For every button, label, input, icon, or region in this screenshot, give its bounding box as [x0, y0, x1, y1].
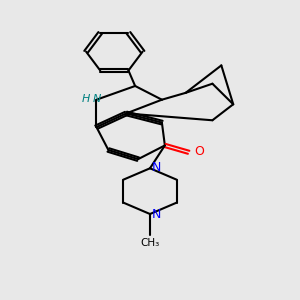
Text: N: N: [152, 160, 161, 174]
Text: N: N: [92, 94, 101, 103]
Text: H: H: [82, 94, 90, 103]
Text: O: O: [195, 145, 205, 158]
Text: N: N: [152, 208, 161, 220]
Text: CH₃: CH₃: [140, 238, 160, 248]
